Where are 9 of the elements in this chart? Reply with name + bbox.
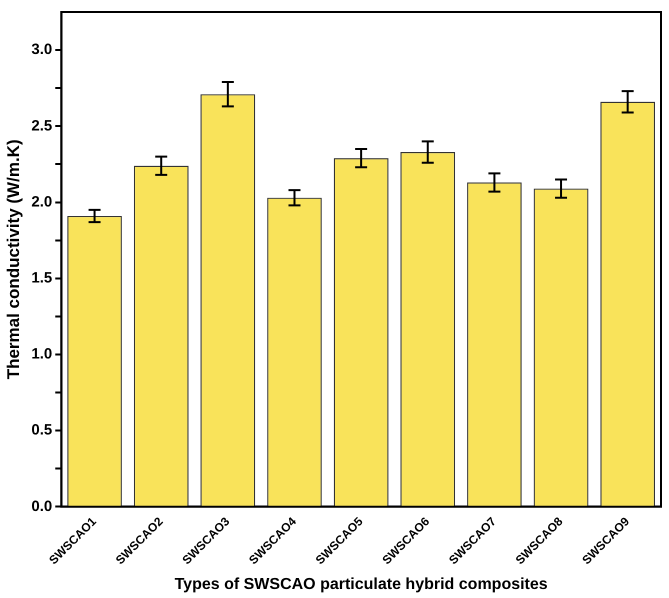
y-tick-label: 0.5 xyxy=(31,422,52,439)
y-axis-title: Thermal conductivity (W/m.K) xyxy=(4,139,23,380)
x-axis-title: Types of SWSCAO particulate hybrid composites xyxy=(174,576,548,593)
y-tick-label: 0.0 xyxy=(31,498,52,515)
y-tick-label: 1.0 xyxy=(31,346,52,363)
y-tick-label: 2.0 xyxy=(31,193,52,210)
y-tick-label: 3.0 xyxy=(31,41,52,58)
y-tick-label: 1.5 xyxy=(31,270,52,287)
y-tick-label: 2.5 xyxy=(31,117,52,134)
